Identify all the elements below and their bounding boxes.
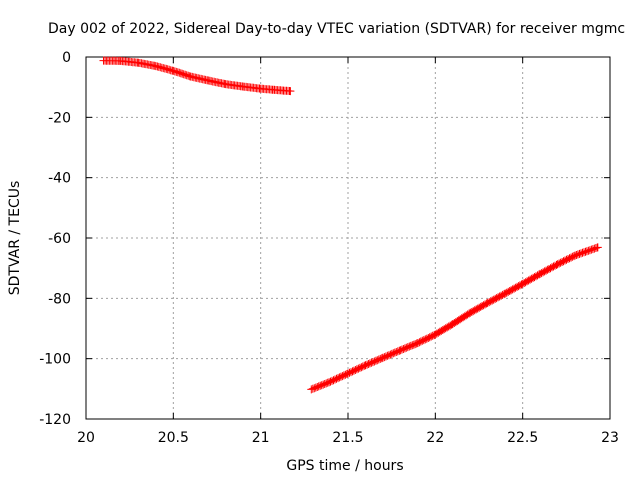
grid: [86, 57, 610, 419]
ticks: [85, 56, 611, 420]
y-tick-labels: 0 -20 -40 -60 -80 -100 -120: [39, 50, 71, 428]
x-tick-label: 20: [77, 430, 95, 446]
x-axis-label: GPS time / hours: [286, 458, 403, 474]
y-tick-label: -120: [39, 412, 71, 428]
x-tick-label: 22: [426, 430, 444, 446]
chart-title: Day 002 of 2022, Sidereal Day-to-day VTE…: [48, 21, 625, 37]
x-tick-label: 21.5: [332, 430, 363, 446]
series-pass-1: [99, 56, 295, 96]
data-points: [307, 243, 602, 394]
data-points: [99, 56, 295, 96]
y-tick-label: -20: [48, 110, 71, 126]
x-tick-labels: 20 20.5 21 21.5 22 22.5 23: [77, 430, 619, 446]
y-tick-label: -80: [48, 291, 71, 307]
y-tick-label: -40: [48, 171, 71, 187]
x-tick-label: 20.5: [158, 430, 189, 446]
x-tick-label: 23: [601, 430, 619, 446]
y-axis-label: SDTVAR / TECUs: [7, 181, 23, 296]
x-tick-label: 21: [252, 430, 270, 446]
data-series: [99, 56, 602, 394]
y-tick-label: -100: [39, 352, 71, 368]
y-tick-label: -60: [48, 231, 71, 247]
x-tick-label: 22.5: [507, 430, 538, 446]
y-tick-label: 0: [62, 50, 71, 66]
series-pass-2: [307, 243, 602, 394]
